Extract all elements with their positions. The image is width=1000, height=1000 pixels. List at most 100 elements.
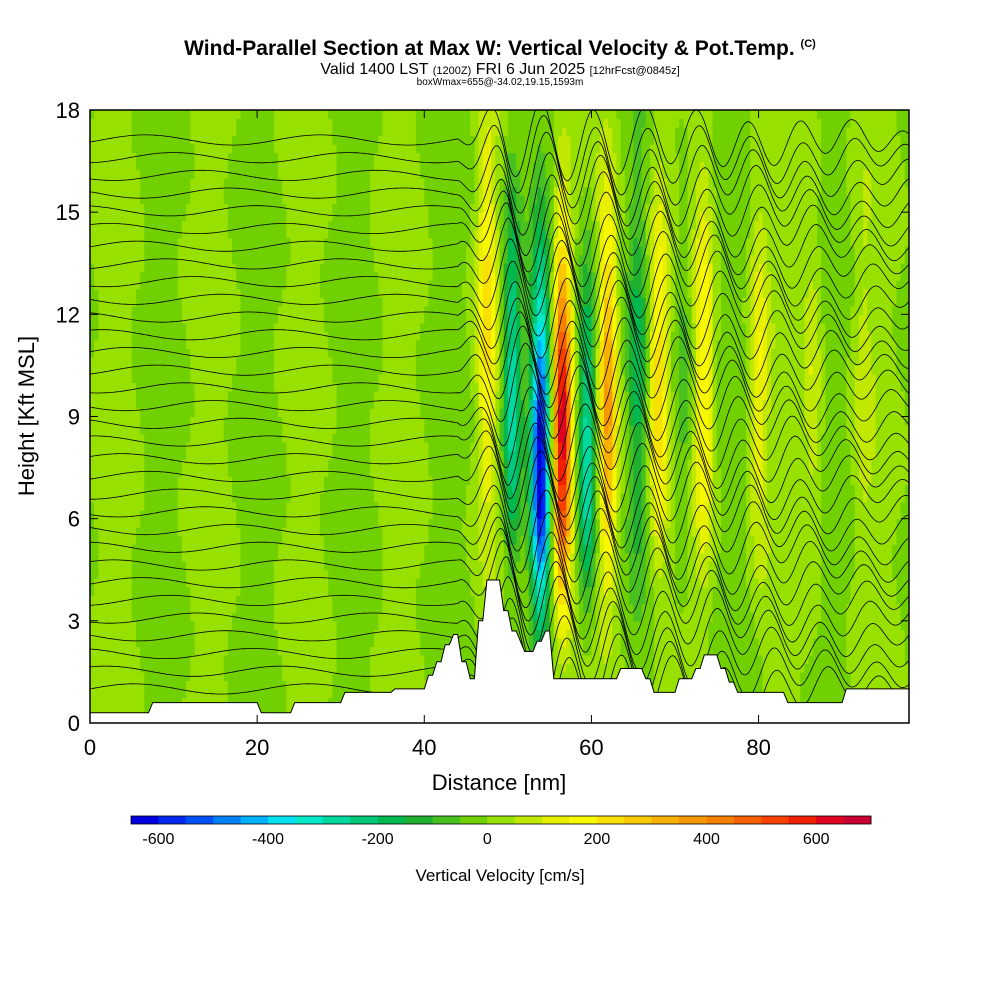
w-cell (181, 467, 187, 477)
w-cell (349, 263, 354, 273)
w-cell (236, 467, 242, 477)
w-cell (202, 135, 208, 145)
w-cell (194, 603, 200, 613)
w-cell (257, 118, 262, 128)
w-cell (127, 178, 133, 188)
w-cell (215, 203, 221, 213)
w-cell (278, 484, 283, 494)
w-cell (311, 407, 317, 418)
w-cell (369, 135, 375, 145)
w-cell (278, 339, 283, 349)
w-cell (265, 527, 271, 537)
w-cell (169, 688, 175, 699)
w-cell (165, 280, 170, 290)
w-cell (265, 271, 271, 281)
w-cell (207, 297, 212, 307)
w-cell (119, 527, 125, 537)
w-cell (298, 195, 304, 205)
w-cell (340, 637, 346, 647)
w-cell (261, 271, 267, 281)
w-cell (257, 237, 262, 247)
w-cell (286, 118, 292, 128)
w-cell (211, 331, 216, 341)
w-cell (177, 314, 183, 324)
w-cell (374, 663, 379, 673)
w-cell (202, 110, 208, 120)
w-cell (265, 629, 271, 639)
w-cell (278, 680, 283, 690)
w-cell (374, 246, 379, 256)
w-cell (227, 212, 233, 222)
w-cell (252, 399, 258, 409)
w-cell (240, 552, 246, 562)
w-cell (165, 595, 170, 605)
w-cell (315, 390, 321, 401)
w-cell (227, 450, 233, 460)
w-cell (98, 510, 104, 520)
w-cell (207, 118, 212, 128)
w-cell (211, 518, 216, 528)
w-cell (144, 561, 150, 571)
w-cell (227, 118, 233, 128)
w-cell (202, 212, 208, 222)
w-cell (198, 425, 204, 435)
w-cell (194, 144, 200, 154)
w-cell (148, 544, 154, 554)
w-cell (265, 212, 271, 222)
w-cell (378, 620, 384, 630)
w-cell (181, 212, 187, 222)
w-cell (349, 637, 354, 647)
w-cell (227, 297, 233, 307)
w-cell (98, 578, 104, 588)
w-cell (286, 246, 292, 256)
w-cell (181, 331, 187, 341)
w-cell (177, 178, 183, 188)
w-cell (194, 637, 200, 647)
w-cell (332, 144, 338, 154)
w-cell (282, 254, 287, 264)
w-cell (90, 195, 95, 205)
w-cell (244, 637, 250, 647)
w-cell (244, 680, 250, 690)
w-cell (115, 433, 120, 443)
w-cell (177, 697, 183, 707)
w-cell (223, 178, 229, 188)
w-cell (202, 501, 208, 511)
w-cell (261, 442, 267, 452)
w-cell (294, 339, 300, 349)
w-cell (123, 603, 129, 613)
w-cell (227, 459, 233, 469)
w-cell (315, 229, 321, 239)
w-cell (328, 271, 333, 281)
w-cell (198, 356, 204, 367)
w-cell (303, 476, 308, 486)
w-cell (328, 339, 333, 349)
w-cell (298, 382, 304, 392)
w-cell (148, 399, 154, 409)
w-cell (135, 442, 141, 452)
w-cell (248, 450, 254, 460)
w-cell (282, 322, 287, 332)
w-cell (315, 578, 321, 588)
w-cell (135, 680, 141, 690)
w-cell (223, 407, 229, 418)
w-cell (232, 569, 237, 579)
w-cell (156, 680, 162, 690)
w-cell (236, 654, 242, 664)
w-cell (215, 331, 221, 341)
w-cell (198, 322, 204, 332)
w-cell (110, 569, 116, 579)
w-cell (190, 203, 196, 213)
w-cell (90, 254, 95, 264)
w-cell (340, 561, 346, 571)
w-cell (357, 450, 363, 460)
w-cell (328, 552, 333, 562)
w-cell (344, 535, 350, 545)
w-cell (290, 271, 296, 281)
w-cell (98, 152, 104, 162)
w-cell (219, 314, 225, 324)
w-cell (161, 663, 166, 673)
w-cell (340, 127, 346, 137)
w-cell (261, 629, 267, 639)
w-cell (186, 493, 191, 503)
